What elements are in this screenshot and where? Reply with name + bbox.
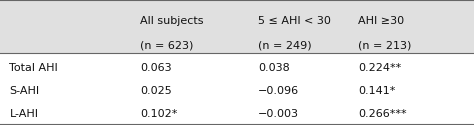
Text: All subjects: All subjects: [140, 16, 203, 26]
Text: 0.224**: 0.224**: [358, 63, 401, 73]
Bar: [0, 0, 474, 52]
Text: 0.025: 0.025: [140, 86, 172, 96]
Text: 0.063: 0.063: [140, 63, 172, 73]
Text: 5 ≤ AHI < 30: 5 ≤ AHI < 30: [258, 16, 331, 26]
Text: (n = 623): (n = 623): [140, 41, 193, 51]
Text: Total AHI: Total AHI: [9, 63, 58, 73]
Text: 0.266***: 0.266***: [358, 109, 407, 119]
Text: L-AHI: L-AHI: [9, 109, 38, 119]
Text: −0.096: −0.096: [258, 86, 300, 96]
Text: (n = 213): (n = 213): [358, 41, 411, 51]
Text: (n = 249): (n = 249): [258, 41, 312, 51]
Text: S-AHI: S-AHI: [9, 86, 40, 96]
Text: 0.102*: 0.102*: [140, 109, 177, 119]
Text: 0.038: 0.038: [258, 63, 290, 73]
Text: −0.003: −0.003: [258, 109, 299, 119]
Text: 0.141*: 0.141*: [358, 86, 395, 96]
Text: AHI ≥30: AHI ≥30: [358, 16, 404, 26]
